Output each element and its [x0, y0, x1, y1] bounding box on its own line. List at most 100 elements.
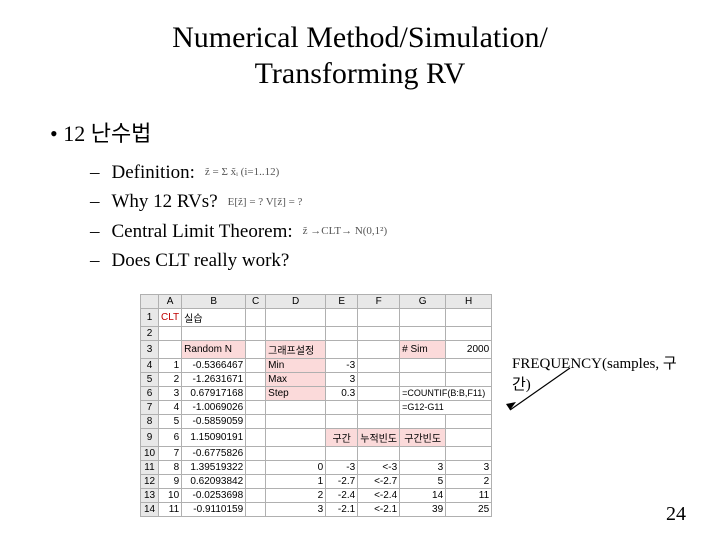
sub-label: Does CLT really work? — [112, 246, 290, 275]
sub-label: Central Limit Theorem: — [112, 217, 293, 246]
table-row: 3 Random N 그래프설정 # Sim 2000 — [141, 340, 492, 358]
cell: 3 — [446, 460, 492, 474]
header-row: A B C D E F G H — [141, 294, 492, 308]
sub-label: Definition: — [112, 158, 195, 187]
cell: -3 — [326, 358, 358, 372]
title-line-1: Numerical Method/Simulation/ — [172, 21, 548, 54]
spreadsheet-table: A B C D E F G H 1 CLT 실습 2 3 Random N 그래… — [140, 294, 492, 517]
formula-clt: z̃ →CLT→ N(0,1²) — [303, 223, 387, 240]
cell: -0.6775826 — [182, 446, 246, 460]
sub-item-clt: – Central Limit Theorem: z̃ →CLT→ N(0,1²… — [90, 217, 680, 246]
cell: -2.7 — [326, 474, 358, 488]
cell: Max — [266, 372, 326, 386]
cell: 5 — [159, 414, 182, 428]
cell: Step — [266, 386, 326, 400]
sub-item-why12: – Why 12 RVs? E[z̃] = ? V[z̃] = ? — [90, 187, 680, 216]
cell: 25 — [446, 502, 492, 516]
cell: 3 — [400, 460, 446, 474]
cell: 2 — [159, 372, 182, 386]
cell: -2.1 — [326, 502, 358, 516]
cell: <-2.7 — [358, 474, 400, 488]
cell: <-2.4 — [358, 488, 400, 502]
cell: -3 — [326, 460, 358, 474]
cell: 0.3 — [326, 386, 358, 400]
table-row: 9 6 1.15090191 구간 누적빈도 구간빈도 — [141, 428, 492, 446]
cell: <-3 — [358, 460, 400, 474]
cell: 누적빈도 — [358, 428, 400, 446]
sub-item-cltwork: – Does CLT really work? — [90, 246, 680, 275]
cell: 실습 — [182, 308, 246, 326]
formula-why: E[z̃] = ? V[z̃] = ? — [228, 194, 303, 211]
cell: 9 — [159, 474, 182, 488]
page-number: 24 — [666, 503, 686, 526]
cell: 1 — [266, 474, 326, 488]
cell-formula: =COUNTIF(B:B,F11) — [400, 386, 492, 400]
cell: 8 — [159, 460, 182, 474]
cell: -0.0253698 — [182, 488, 246, 502]
cell: 6 — [159, 428, 182, 446]
table-row: 5 2 -1.2631671 Max 3 — [141, 372, 492, 386]
cell: 3 — [266, 502, 326, 516]
cell: 11 — [159, 502, 182, 516]
cell: 10 — [159, 488, 182, 502]
cell: 2 — [266, 488, 326, 502]
col-header: B — [182, 294, 246, 308]
col-header: H — [446, 294, 492, 308]
sub-label: Why 12 RVs? — [112, 187, 218, 216]
slide-title: Numerical Method/Simulation/ Transformin… — [40, 20, 680, 92]
main-bullet: • 12 난수법 — [50, 116, 680, 148]
cell: 구간빈도 — [400, 428, 446, 446]
cell: -1.0069026 — [182, 400, 246, 414]
cell: CLT — [159, 308, 182, 326]
cell-formula: =G12-G11 — [400, 400, 492, 414]
table-row: 10 7 -0.6775826 — [141, 446, 492, 460]
col-header: F — [358, 294, 400, 308]
cell: 2 — [446, 474, 492, 488]
cell: 1.39519322 — [182, 460, 246, 474]
col-header: C — [246, 294, 266, 308]
col-header: D — [266, 294, 326, 308]
table-row: 1 CLT 실습 — [141, 308, 492, 326]
table-row: 8 5 -0.5859059 — [141, 414, 492, 428]
cell: Min — [266, 358, 326, 372]
table-row: 4 1 -0.5366467 Min -3 — [141, 358, 492, 372]
callout-arrow-icon — [500, 368, 610, 418]
formula-definition: z̃ = Σ x̃ᵢ (i=1..12) — [205, 164, 279, 181]
cell: 1.15090191 — [182, 428, 246, 446]
cell: 3 — [159, 386, 182, 400]
title-line-2: Transforming RV — [255, 57, 466, 90]
table-row: 6 3 0.67917168 Step 0.3 =COUNTIF(B:B,F11… — [141, 386, 492, 400]
cell: 39 — [400, 502, 446, 516]
table-row: 13 10 -0.0253698 2 -2.4 <-2.4 14 11 — [141, 488, 492, 502]
cell: -0.5366467 — [182, 358, 246, 372]
cell: -1.2631671 — [182, 372, 246, 386]
sub-item-definition: – Definition: z̃ = Σ x̃ᵢ (i=1..12) — [90, 158, 680, 187]
col-header: A — [159, 294, 182, 308]
cell: 5 — [400, 474, 446, 488]
col-header: E — [326, 294, 358, 308]
cell: 2000 — [446, 340, 492, 358]
cell: 0 — [266, 460, 326, 474]
cell: # Sim — [400, 340, 446, 358]
sub-bullet-list: – Definition: z̃ = Σ x̃ᵢ (i=1..12) – Why… — [90, 158, 680, 276]
table-row: 12 9 0.62093842 1 -2.7 <-2.7 5 2 — [141, 474, 492, 488]
cell: 7 — [159, 446, 182, 460]
cell: 그래프설정 — [266, 340, 326, 358]
cell: 0.62093842 — [182, 474, 246, 488]
cell: 14 — [400, 488, 446, 502]
table-row: 7 4 -1.0069026 =G12-G11 — [141, 400, 492, 414]
cell: 11 — [446, 488, 492, 502]
table-row: 2 — [141, 326, 492, 340]
cell: -0.9110159 — [182, 502, 246, 516]
cell: 0.67917168 — [182, 386, 246, 400]
col-header: G — [400, 294, 446, 308]
cell: 3 — [326, 372, 358, 386]
cell: 4 — [159, 400, 182, 414]
cell: -2.4 — [326, 488, 358, 502]
table-row: 14 11 -0.9110159 3 -2.1 <-2.1 39 25 — [141, 502, 492, 516]
cell: Random N — [182, 340, 246, 358]
cell: 1 — [159, 358, 182, 372]
spreadsheet: A B C D E F G H 1 CLT 실습 2 3 Random N 그래… — [140, 294, 680, 517]
cell: 구간 — [326, 428, 358, 446]
cell: <-2.1 — [358, 502, 400, 516]
